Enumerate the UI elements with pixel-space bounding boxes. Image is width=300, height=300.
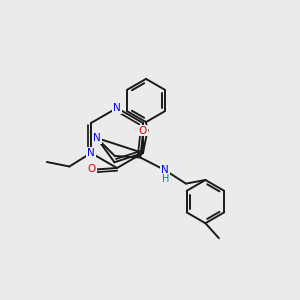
Text: O: O <box>139 125 147 136</box>
Text: N: N <box>93 133 101 143</box>
Text: H: H <box>162 174 169 184</box>
Text: N: N <box>113 103 121 113</box>
Text: O: O <box>88 164 96 175</box>
Text: N: N <box>87 148 95 158</box>
Text: N: N <box>161 165 169 175</box>
